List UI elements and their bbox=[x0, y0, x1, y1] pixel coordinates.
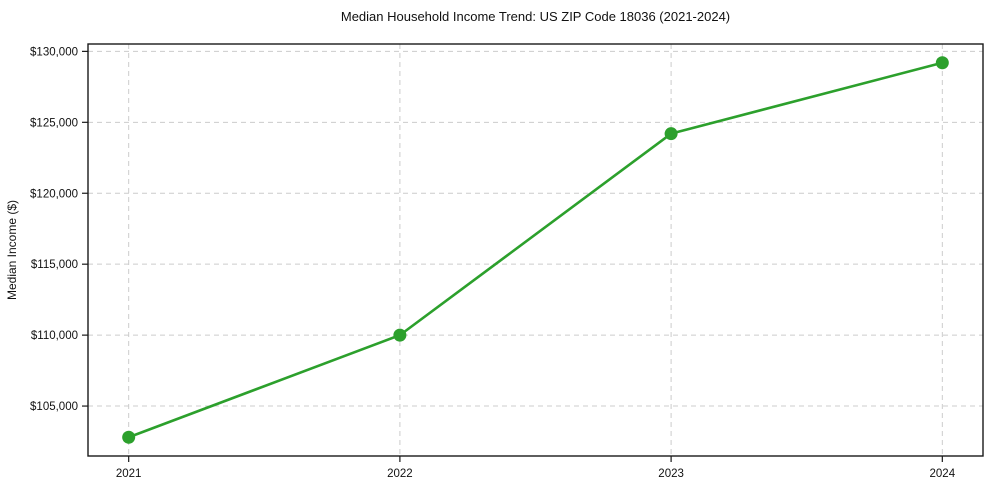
x-tick-label: 2021 bbox=[116, 468, 142, 480]
plot-area bbox=[88, 44, 983, 456]
data-point-marker bbox=[122, 430, 136, 444]
x-tick-label: 2024 bbox=[930, 468, 956, 480]
data-point-marker bbox=[393, 328, 407, 342]
chart-title: Median Household Income Trend: US ZIP Co… bbox=[340, 9, 731, 24]
x-tick-label: 2023 bbox=[658, 468, 684, 480]
y-tick-label: $130,000 bbox=[30, 46, 78, 58]
data-point-marker bbox=[935, 56, 949, 70]
income-line bbox=[127, 61, 944, 439]
x-tick-label: 2022 bbox=[387, 468, 413, 480]
y-axis-label: Median Income ($) bbox=[5, 200, 19, 300]
data-point-marker bbox=[664, 127, 678, 141]
y-tick-label: $105,000 bbox=[30, 401, 78, 413]
y-tick-label: $115,000 bbox=[31, 259, 78, 271]
y-tick-label: $110,000 bbox=[31, 330, 78, 342]
axes-box bbox=[87, 43, 984, 457]
y-tick-label: $125,000 bbox=[30, 117, 78, 129]
y-tick-label: $120,000 bbox=[30, 188, 78, 200]
